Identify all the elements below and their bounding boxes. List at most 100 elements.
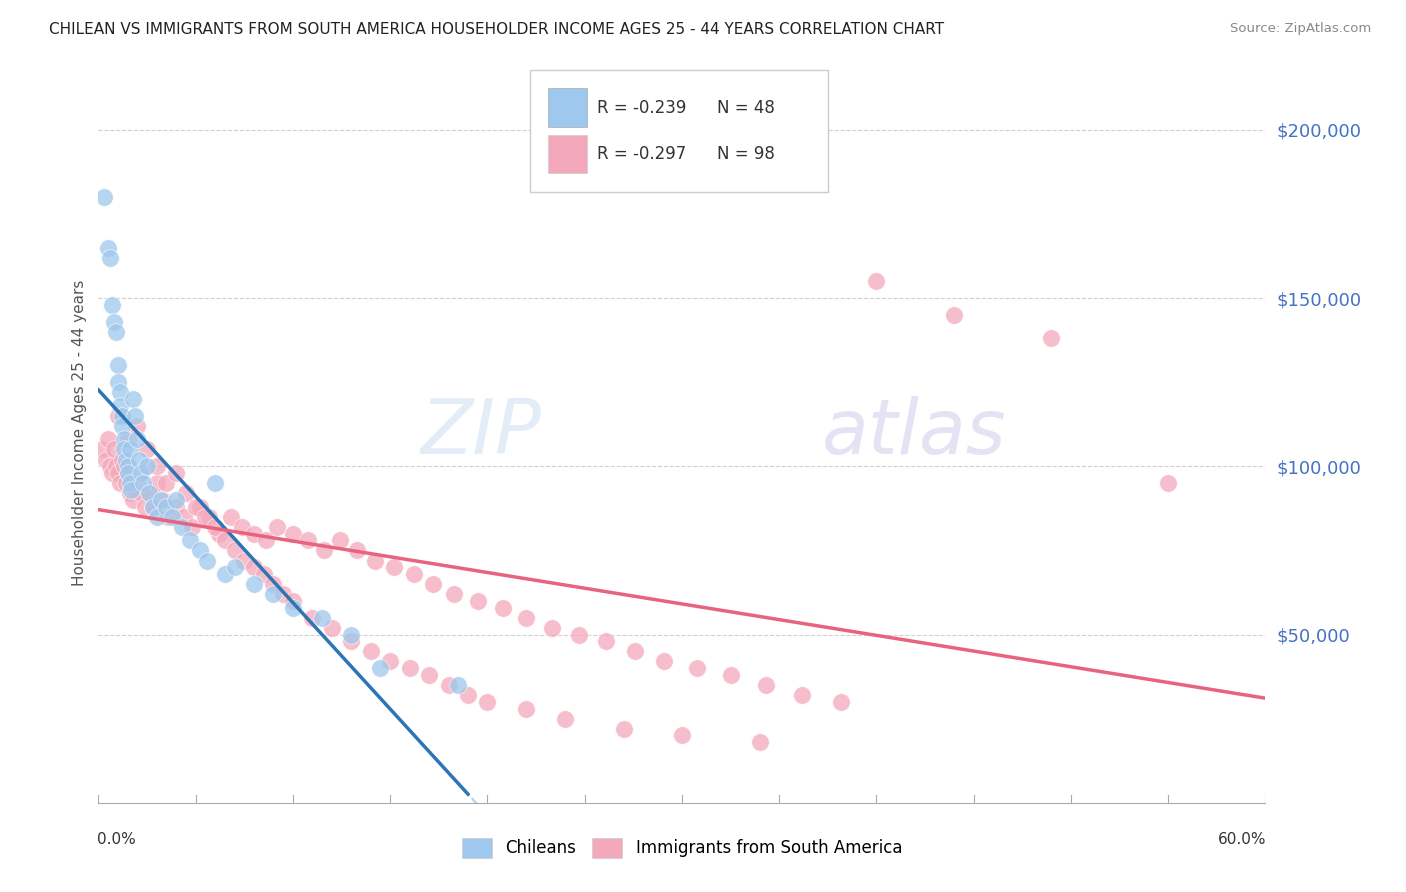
Point (146, 509, 169, 524)
Point (214, 533, 236, 548)
Point (129, 486, 152, 500)
Point (107, 359, 129, 373)
Point (613, 722, 636, 736)
Point (121, 483, 143, 497)
Y-axis label: Householder Income Ages 25 - 44 years: Householder Income Ages 25 - 44 years (72, 279, 87, 586)
Point (224, 543, 246, 558)
Point (443, 587, 465, 601)
Point (281, 526, 304, 541)
Point (204, 476, 226, 491)
Point (321, 621, 343, 635)
Point (243, 560, 266, 574)
Point (360, 644, 382, 658)
Point (188, 543, 211, 558)
Point (165, 500, 187, 514)
Point (312, 543, 335, 558)
Point (174, 486, 197, 500)
Text: atlas: atlas (823, 396, 1007, 469)
Point (104, 459, 127, 474)
Point (311, 610, 333, 624)
Point (97, 240, 120, 255)
Point (118, 486, 141, 500)
Point (170, 520, 193, 534)
FancyBboxPatch shape (548, 135, 588, 173)
Point (136, 442, 159, 457)
Point (108, 476, 131, 491)
Point (1157, 476, 1180, 491)
Point (540, 621, 562, 635)
Point (720, 668, 742, 682)
Point (129, 466, 152, 480)
Point (204, 520, 226, 534)
Text: ZIP: ZIP (420, 396, 541, 469)
Point (398, 661, 420, 675)
Point (179, 533, 201, 548)
Point (195, 553, 218, 567)
Point (219, 509, 242, 524)
Point (231, 520, 253, 534)
Text: Source: ZipAtlas.com: Source: ZipAtlas.com (1230, 22, 1371, 36)
Point (754, 678, 776, 692)
Point (554, 712, 576, 726)
Point (748, 735, 770, 749)
Point (136, 459, 159, 474)
Point (281, 600, 304, 615)
Point (114, 476, 136, 491)
Point (188, 500, 211, 514)
FancyBboxPatch shape (530, 70, 828, 192)
Point (467, 594, 489, 608)
Text: R = -0.239: R = -0.239 (596, 99, 686, 117)
Point (624, 644, 647, 658)
Point (363, 553, 385, 567)
Point (124, 409, 146, 423)
Point (180, 520, 202, 534)
Point (214, 566, 236, 581)
Point (477, 695, 499, 709)
Point (447, 678, 470, 692)
Point (134, 500, 156, 514)
Point (146, 476, 169, 491)
Point (243, 526, 266, 541)
Point (124, 483, 146, 497)
Point (162, 509, 184, 524)
Point (492, 600, 515, 615)
Text: N = 98: N = 98 (717, 145, 775, 163)
Point (111, 418, 134, 433)
Point (96, 452, 118, 467)
Point (103, 314, 125, 328)
Point (865, 274, 887, 288)
Point (254, 533, 277, 548)
Point (194, 509, 217, 524)
Point (686, 661, 709, 675)
Point (122, 392, 145, 406)
Point (418, 668, 440, 682)
Point (271, 587, 294, 601)
Point (128, 452, 150, 467)
Text: 60.0%: 60.0% (1218, 832, 1267, 847)
Legend: Chileans, Immigrants from South America: Chileans, Immigrants from South America (456, 831, 908, 865)
Text: 0.0%: 0.0% (97, 832, 136, 847)
Point (107, 375, 129, 389)
Point (262, 577, 284, 591)
Point (104, 325, 127, 339)
Point (127, 433, 149, 447)
Point (157, 509, 180, 524)
Point (568, 627, 591, 641)
Text: N = 48: N = 48 (717, 99, 775, 117)
Point (243, 577, 266, 591)
Point (122, 492, 145, 507)
Point (107, 466, 129, 480)
Point (114, 452, 136, 467)
Point (297, 533, 319, 548)
Point (142, 500, 165, 514)
Point (117, 466, 139, 480)
Point (98, 251, 121, 265)
Point (340, 627, 363, 641)
Point (142, 500, 165, 514)
Point (943, 308, 966, 322)
Point (262, 587, 284, 601)
Point (121, 476, 143, 491)
Point (127, 476, 149, 491)
Point (370, 661, 392, 675)
FancyBboxPatch shape (548, 88, 588, 127)
